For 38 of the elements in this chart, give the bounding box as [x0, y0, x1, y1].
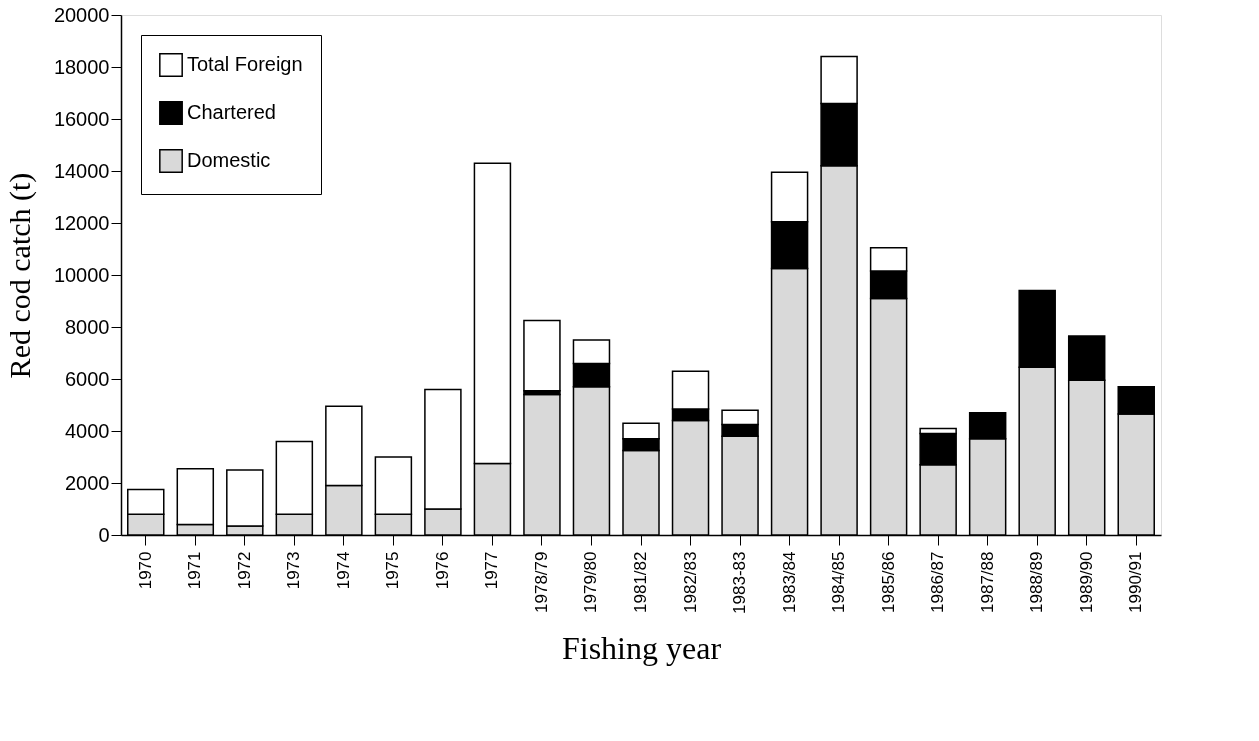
x-tick-label: 1974: [333, 551, 353, 590]
x-tick-label: 1984/85: [829, 551, 849, 613]
x-tick-label: 1976: [432, 551, 452, 590]
x-tick-label: 1983-83: [730, 551, 750, 614]
x-tick-label: 1981/82: [631, 551, 650, 613]
y-axis-title: Red cod catch (t): [2, 172, 37, 379]
x-tick-label: 1982/83: [680, 551, 700, 613]
x-tick-label: 1990/91: [1126, 551, 1146, 613]
y-tick-label: 2000: [65, 471, 110, 494]
x-tick-label: 1977: [482, 551, 502, 590]
y-tick-label: 0: [98, 523, 110, 546]
x-tick-label: 1979/80: [581, 551, 601, 613]
y-tick-label: 12000: [53, 211, 110, 234]
x-tick-label: 1989/90: [1076, 551, 1096, 613]
legend-label: Chartered: [187, 101, 276, 123]
x-tick-label: 1986/87: [928, 551, 948, 613]
y-tick-label: 4000: [65, 419, 110, 442]
bar: [523, 319, 561, 392]
legend-label: Total Foreign: [187, 53, 303, 75]
x-tick-label: 1985/86: [878, 551, 898, 613]
x-tick-label: 1975: [383, 551, 403, 590]
x-tick-label: 1978/79: [531, 551, 551, 613]
x-tick-label: 1973: [284, 551, 304, 590]
y-tick-label: 10000: [53, 263, 110, 286]
x-axis-title: Fishing year: [561, 629, 722, 666]
y-tick-label: 20000: [53, 3, 110, 26]
x-tick-label: 1970: [135, 551, 155, 590]
y-tick-label: 14000: [53, 159, 110, 182]
x-tick-label: 1983/84: [779, 551, 799, 613]
x-tick-label: 1987/88: [977, 551, 997, 613]
y-tick-label: 6000: [65, 367, 110, 390]
x-tick-label: 1971: [185, 551, 205, 590]
x-tick-label: 1972: [234, 551, 254, 590]
legend-label: Domestic: [187, 149, 271, 171]
y-tick-label: 18000: [53, 55, 110, 78]
y-tick-label: 8000: [65, 315, 110, 338]
y-tick-label: 16000: [53, 107, 110, 130]
x-tick-label: 1988/89: [1027, 551, 1047, 613]
